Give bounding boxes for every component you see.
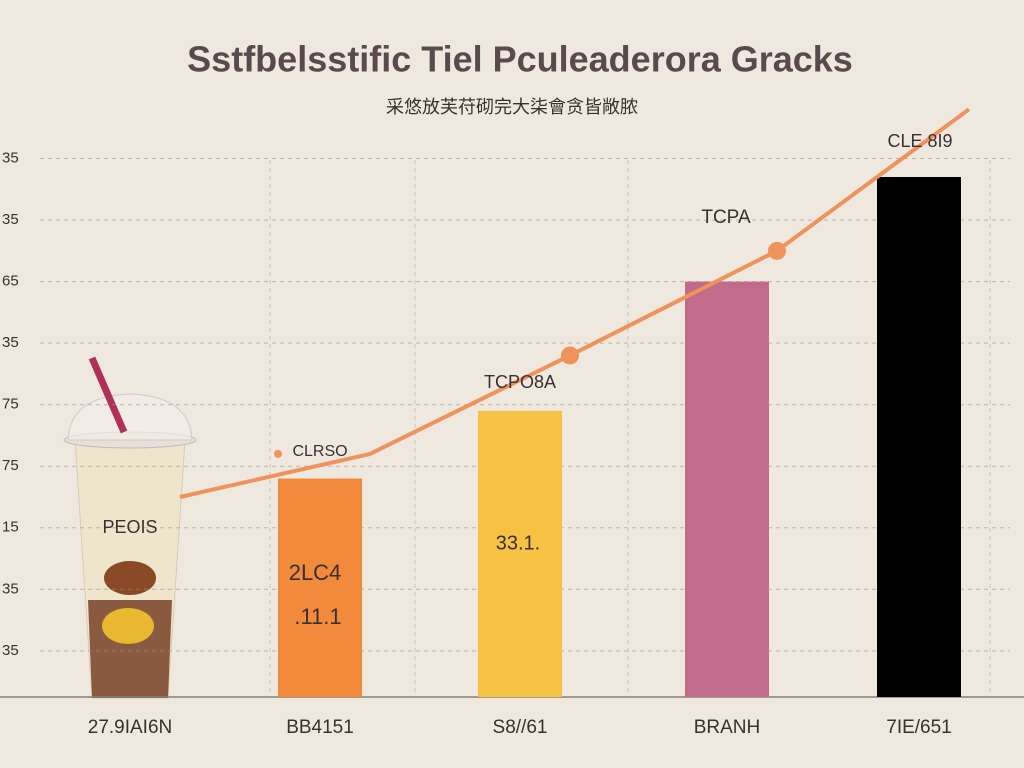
annotation: .11.1 <box>294 604 341 629</box>
x-tick-label: S8//61 <box>493 717 548 738</box>
annotation: TCPO8A <box>484 372 556 392</box>
y-tick-label: 65 <box>2 273 19 290</box>
bar <box>685 281 769 697</box>
y-tick-label: 75 <box>2 457 19 474</box>
line-point <box>768 241 786 260</box>
y-tick-label: 15 <box>2 519 19 536</box>
annotation: 2LC4 <box>289 560 342 585</box>
chart-title: Sstfbelsstific Tiel Pculeaderora Gracks <box>187 39 853 80</box>
y-tick-label: 75 <box>2 396 19 413</box>
x-tick-label: 7IE/651 <box>886 717 952 738</box>
y-tick-label: 35 <box>2 150 19 167</box>
bar <box>478 410 562 697</box>
line-point <box>561 346 579 365</box>
y-tick-label: 35 <box>2 334 19 351</box>
straw <box>88 356 128 434</box>
bar <box>278 478 362 697</box>
x-tick-label: BB4151 <box>286 717 354 738</box>
y-tick-label: 35 <box>2 211 19 228</box>
annotation: CLE 8I9 <box>887 131 952 151</box>
x-tick-label: BRANH <box>694 717 761 738</box>
annotation: PEOIS <box>102 517 157 537</box>
cup-fruit <box>102 608 154 644</box>
cup <box>63 356 197 699</box>
y-tick-label: 35 <box>2 580 19 597</box>
y-tick-label: 35 <box>2 642 19 659</box>
chart-subtitle: 采悠放芙苻砌完大柒會贪皆敞脓 <box>386 97 638 117</box>
cup-logo <box>104 561 156 595</box>
line-point <box>274 449 282 458</box>
bar <box>877 177 961 697</box>
annotation: 33.1. <box>496 532 540 554</box>
annotation: CLRSO <box>292 443 347 460</box>
annotation: TCPA <box>701 207 751 228</box>
cup-lid <box>67 393 193 441</box>
x-tick-label: 27.9IAI6N <box>88 717 173 738</box>
